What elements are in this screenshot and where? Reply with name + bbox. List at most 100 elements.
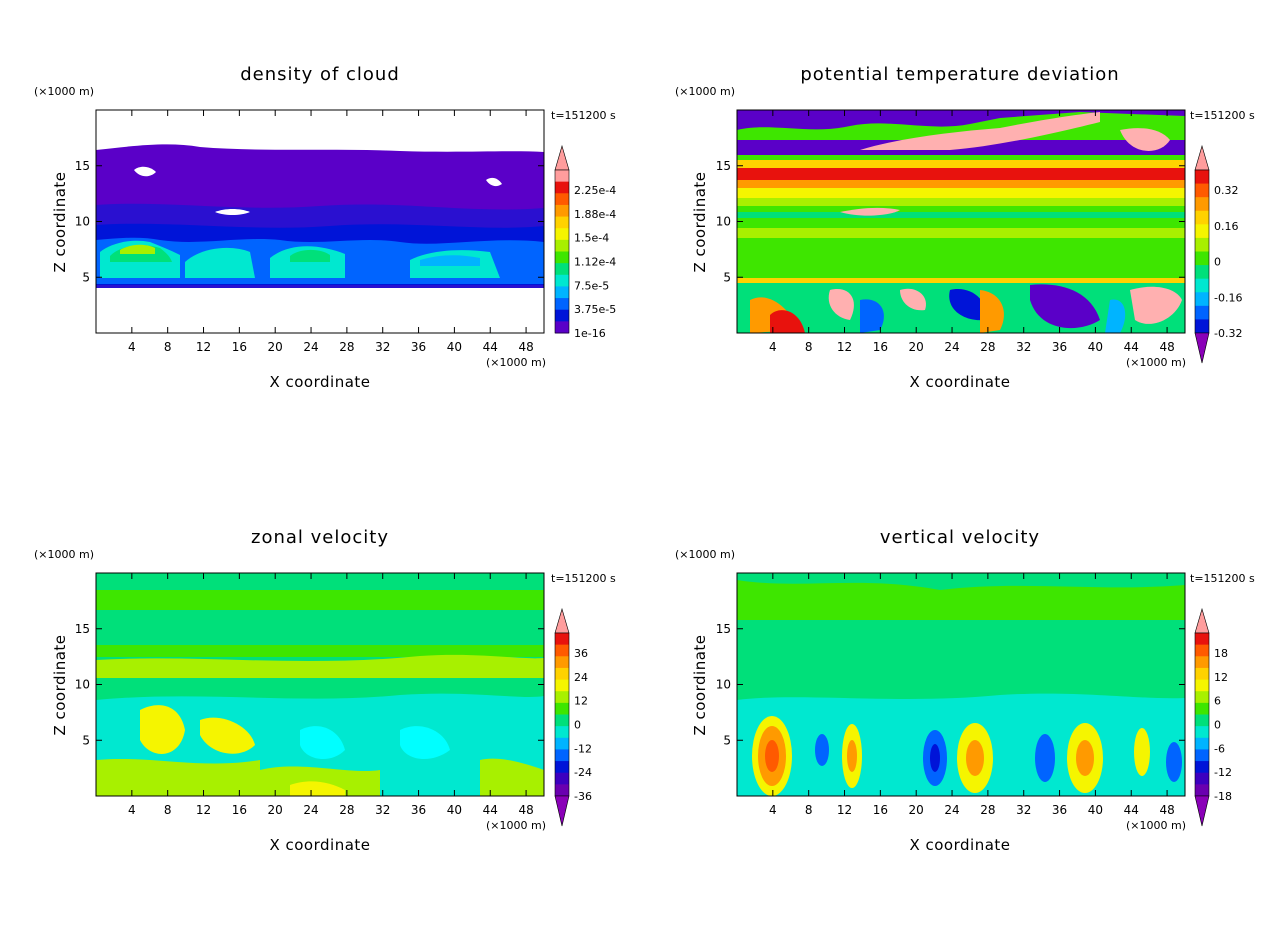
colorbar-segment [555,726,569,739]
colorbar-segment [555,761,569,774]
colorbar-segment [1195,305,1209,320]
y-axis: 5 10 15 [75,159,544,284]
x-axis-label: X coordinate [269,836,370,854]
x-axis-label: X coordinate [909,836,1010,854]
x-tick-label: 32 [1016,803,1031,817]
x-tick-label: 4 [769,803,777,817]
colorbar-segment [555,286,569,299]
x-tick-label: 24 [303,340,318,354]
x-tick-label: 44 [483,340,498,354]
y-axis: 5 10 15 [75,622,544,747]
colorbar-segment [555,274,569,287]
colorbar-arrow-top [554,144,570,171]
y-unit-label: (×1000 m) [675,85,735,98]
x-tick-label: 24 [944,803,959,817]
y-tick-label: 10 [75,678,90,692]
colorbar-label: 12 [1214,671,1228,684]
x-tick-label: 36 [411,340,426,354]
x-tick-label: 12 [837,803,852,817]
y-axis: 5 10 15 [716,159,1185,284]
colorbar-segment [555,239,569,252]
colorbar-segment [1195,170,1209,185]
colorbar-segment [1195,691,1209,704]
y-tick-label: 10 [75,215,90,229]
y-tick-label: 5 [723,733,731,747]
x-axis: 4 8 12 16 20 24 28 32 36 40 44 48 [769,110,1175,354]
colorbar-label: -12 [574,742,592,755]
colorbar-arrow-top [1194,144,1210,171]
colorbar-segment [1195,224,1209,239]
colorbar-segment [1195,644,1209,657]
field-area [737,573,1185,796]
colorbar-segment [555,309,569,322]
x-axis: 4 8 12 16 20 24 28 32 36 40 44 48 [128,573,534,817]
panel-zonal-velocity: zonal velocity (×1000 m) t=151200 s 4 8 12… [34,527,616,854]
colorbar-label: 1e-16 [574,327,606,340]
field-area [96,110,544,333]
colorbar-segment [1195,197,1209,212]
colorbar-segment [555,298,569,311]
colorbar-segment [555,714,569,727]
time-label: t=151200 s [1190,109,1255,122]
colorbar-segment [555,633,569,646]
colorbar-label: 0 [1214,256,1221,269]
colorbar-label: 2.25e-4 [574,184,616,197]
colorbar-label: -0.32 [1214,327,1242,340]
y-tick-label: 10 [716,215,731,229]
colorbar-label: 1.88e-4 [574,208,616,221]
colorbar-arrow-top [554,607,570,634]
x-tick-label: 48 [518,803,533,817]
x-tick-label: 44 [1124,340,1139,354]
x-tick-label: 48 [1159,803,1174,817]
y-unit-label: (×1000 m) [34,85,94,98]
colorbar-label: -18 [1214,790,1232,803]
panel-title: zonal velocity [251,527,389,548]
colorbar-label: -36 [574,790,592,803]
colorbar-label: 18 [1214,647,1228,660]
x-tick-label: 16 [873,803,888,817]
y-tick-label: 15 [75,622,90,636]
colorbar-arrow-bottom [1194,332,1210,364]
colorbar-segment [1195,761,1209,774]
colorbar-segment [555,251,569,264]
colorbar-segment [1195,772,1209,785]
x-tick-label: 20 [909,340,924,354]
x-axis: 4 8 12 16 20 24 28 32 36 40 44 48 [769,573,1175,817]
panel-vertical-velocity: vertical velocity (×1000 m) t=151200 s 4… [675,527,1255,854]
colorbar-label: 36 [574,647,588,660]
colorbar-segment [555,784,569,797]
colorbar-segment [1195,265,1209,280]
colorbar-label: -6 [1214,742,1225,755]
colorbar-segment [555,656,569,669]
x-tick-label: 44 [483,803,498,817]
colorbar-segment [1195,656,1209,669]
x-tick-label: 12 [837,340,852,354]
colorbar-segment [1195,749,1209,762]
colorbar-label: 0.16 [1214,220,1239,233]
colorbar-segment [555,170,569,183]
x-tick-label: 24 [944,340,959,354]
y-tick-label: 15 [716,622,731,636]
colorbar-arrow-top [1194,607,1210,634]
x-tick-label: 40 [447,340,462,354]
colorbar-arrow-bottom [1194,795,1210,827]
colorbar-label: 3.75e-5 [574,303,616,316]
colorbar-segment [1195,702,1209,715]
y-axis-label: Z coordinate [51,171,69,272]
colorbar-segment [555,667,569,681]
x-tick-label: 20 [268,340,283,354]
x-tick-label: 28 [980,340,995,354]
x-tick-label: 8 [164,340,172,354]
colorbar-label: 1.12e-4 [574,256,616,269]
colorbar-segment [555,679,569,692]
panel-title: potential temperature deviation [800,64,1119,85]
colorbar-segment [1195,292,1209,307]
x-tick-label: 36 [1052,803,1067,817]
colorbar-segment [1195,183,1209,198]
time-label: t=151200 s [551,109,616,122]
colorbar-segment [1195,251,1209,266]
colorbar-label: -12 [1214,766,1232,779]
colorbar-label: -24 [574,766,592,779]
panel-title: density of cloud [240,64,400,85]
y-tick-label: 5 [723,270,731,284]
